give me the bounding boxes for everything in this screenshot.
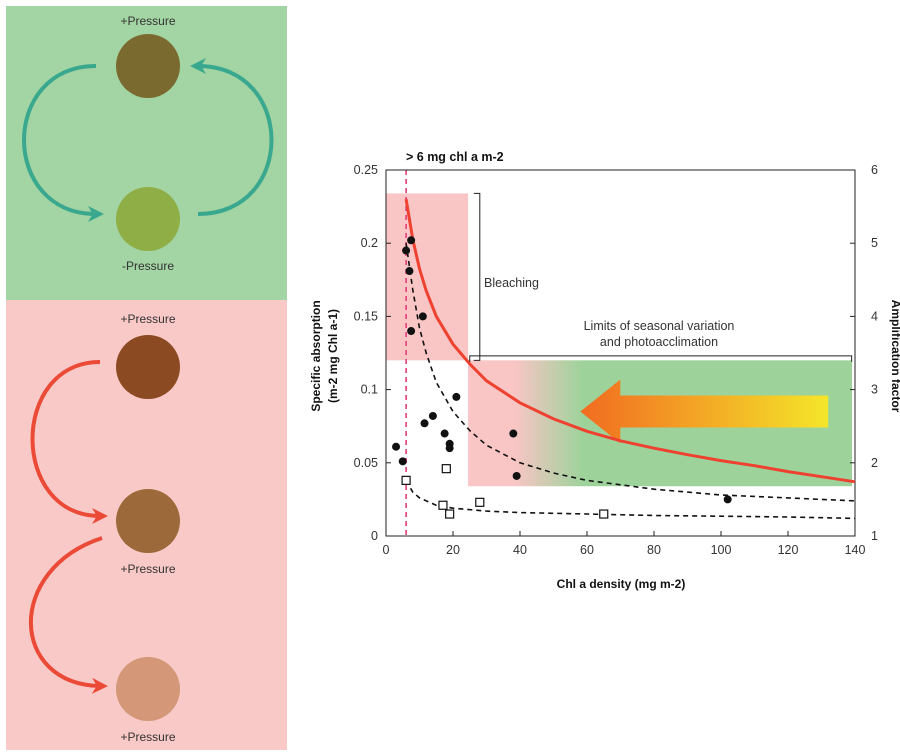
- y2-tick-label: 5: [871, 236, 878, 250]
- open-square-point: [599, 509, 609, 519]
- open-square-point: [438, 500, 448, 510]
- limits-annotation-line1: Limits of seasonal variation: [584, 319, 735, 333]
- teal-arrow-left: [22, 64, 104, 222]
- teal-arrow-right: [190, 58, 274, 216]
- filled-circle-point: [452, 392, 461, 401]
- filled-circle-point: [405, 267, 414, 276]
- top-light-olive-circle: [116, 187, 180, 251]
- filled-circle-point: [398, 457, 407, 466]
- filled-circle-point: [509, 429, 518, 438]
- dark-brown-circle: [116, 335, 180, 399]
- dashed-fit-line: [405, 480, 856, 520]
- bleaching-region: [386, 193, 469, 361]
- top-plus-pressure-label: +Pressure: [120, 14, 175, 28]
- filled-circle-point: [420, 419, 429, 428]
- filled-circle-point: [418, 312, 427, 321]
- x-tick-label: 80: [647, 543, 661, 557]
- x-tick-label: 60: [580, 543, 594, 557]
- y-tick-label: 0.25: [354, 163, 378, 177]
- plot-frame: [385, 169, 856, 537]
- filled-circle-point: [440, 429, 449, 438]
- filled-circle-point: [428, 411, 437, 420]
- x-tick-label: 100: [711, 543, 732, 557]
- red-arrow-upper: [30, 360, 108, 524]
- filled-circle-point: [723, 495, 732, 504]
- y-tick-label: 0.05: [354, 456, 378, 470]
- x-axis-label: Chl a density (mg m-2): [557, 577, 686, 591]
- filled-circle-point: [407, 327, 416, 336]
- dashed-fit-line: [405, 243, 856, 502]
- y2-tick-label: 2: [871, 456, 878, 470]
- bottom-plus-pressure-label-3: +Pressure: [120, 730, 175, 744]
- y-axis-label-line2: (m-2 mg Chl a-1): [326, 309, 340, 403]
- y2-tick-label: 4: [871, 309, 878, 323]
- filled-circle-point: [402, 246, 411, 255]
- filled-circle-point: [407, 236, 416, 245]
- red-arrow-lower: [28, 536, 108, 694]
- mid-brown-circle: [116, 489, 180, 553]
- bottom-plus-pressure-label-1: +Pressure: [120, 312, 175, 326]
- absorption-chart: 0 20 40 60 80 100 120 140 0 0.05 0.1 0.15 0.2 0.25 1 2 3…: [309, 150, 900, 591]
- y-tick-label: 0.15: [354, 309, 378, 323]
- x-tick-label: 140: [845, 543, 866, 557]
- limits-annotation-line2: and photoacclimation: [600, 335, 718, 349]
- bleaching-bracket: [473, 192, 481, 361]
- limits-bracket: [469, 355, 853, 362]
- bottom-plus-pressure-label-2: +Pressure: [120, 562, 175, 576]
- x-tick-label: 40: [513, 543, 527, 557]
- filled-circle-point: [512, 471, 521, 480]
- y-tick-label: 0.2: [361, 236, 378, 250]
- y2-tick-label: 6: [871, 163, 878, 177]
- bleaching-annotation: Bleaching: [484, 276, 539, 290]
- x-tick-label: 120: [778, 543, 799, 557]
- y2-axis-label: Amplification factor: [889, 300, 900, 413]
- top-dark-olive-circle: [116, 34, 180, 98]
- open-square-point: [441, 464, 451, 474]
- open-square-point: [401, 475, 411, 485]
- light-brown-circle: [116, 657, 180, 721]
- x-tick-label: 20: [446, 543, 460, 557]
- y-tick-label: 0: [371, 529, 378, 543]
- x-tick-label: 0: [383, 543, 390, 557]
- y-tick-label: 0.1: [361, 383, 378, 397]
- y2-tick-label: 3: [871, 383, 878, 397]
- big-left-arrow: [580, 379, 829, 444]
- y2-tick-label: 1: [871, 529, 878, 543]
- chart-title: > 6 mg chl a m-2: [406, 150, 504, 164]
- filled-circle-point: [445, 444, 454, 453]
- filled-circle-point: [392, 442, 401, 451]
- pressure-diagram: +Pressure -Pressure +Pressure +Pressure …: [6, 6, 287, 750]
- open-square-point: [445, 509, 455, 519]
- amplification-curve: [404, 199, 856, 484]
- top-minus-pressure-label: -Pressure: [122, 259, 174, 273]
- open-square-point: [475, 497, 485, 507]
- y-axis-label-line1: Specific absorption: [309, 300, 323, 411]
